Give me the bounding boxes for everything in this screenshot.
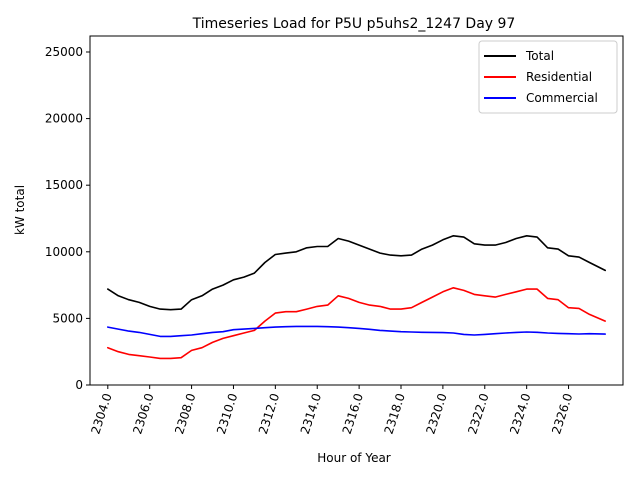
x-tick-label: 2312.0 <box>256 392 282 436</box>
legend: Total Residential Commercial <box>478 40 618 114</box>
x-tick-label: 2306.0 <box>130 392 156 436</box>
y-tick-label: 25000 <box>45 45 83 59</box>
y-tick-label: 0 <box>75 378 83 392</box>
plot-frame <box>89 35 624 386</box>
series-line-total <box>107 235 607 311</box>
y-axis: 0 5000 10000 15000 20000 25000 <box>45 45 90 392</box>
legend-label-total: Total <box>525 49 554 63</box>
y-tick-label: 15000 <box>45 178 83 192</box>
x-axis-label: Hour of Year <box>317 451 391 465</box>
y-tick-label: 10000 <box>45 245 83 259</box>
x-tick-label: 2318.0 <box>382 392 408 436</box>
y-axis-label: kW total <box>13 185 27 235</box>
series-line-commercial <box>107 325 607 338</box>
series-line-residential <box>107 286 607 360</box>
legend-frame <box>478 40 618 114</box>
y-tick-label: 5000 <box>52 311 83 325</box>
x-tick-label: 2314.0 <box>298 392 324 436</box>
x-tick-label: 2320.0 <box>423 392 449 436</box>
x-tick-label: 2322.0 <box>465 392 491 436</box>
series-layer <box>107 235 607 360</box>
x-axis: 2304.0 2306.0 2308.0 2310.0 2312.0 2314.0 2316… <box>88 385 575 436</box>
legend-label-residential: Residential <box>526 70 592 84</box>
x-tick-label: 2310.0 <box>214 392 240 436</box>
chart-title: Timeseries Load for P5U p5uhs2_1247 Day … <box>192 16 516 32</box>
x-tick-label: 2304.0 <box>88 392 114 436</box>
x-tick-label: 2326.0 <box>549 392 575 436</box>
x-tick-label: 2316.0 <box>340 392 366 436</box>
y-tick-label: 20000 <box>45 112 83 126</box>
x-tick-label: 2324.0 <box>507 392 533 436</box>
x-tick-label: 2308.0 <box>172 392 198 436</box>
legend-label-commercial: Commercial <box>526 91 598 105</box>
